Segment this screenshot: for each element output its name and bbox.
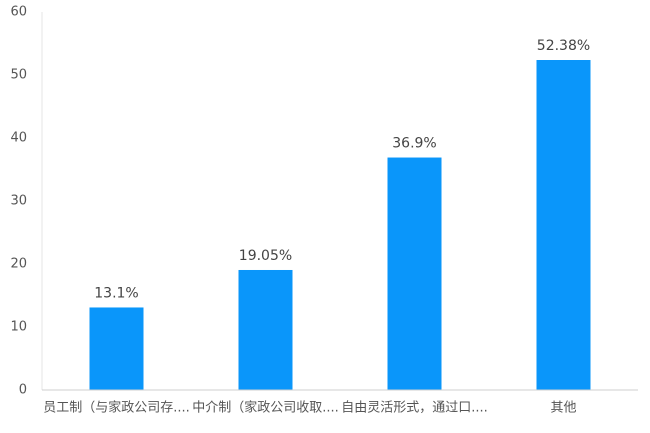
y-tick-label: 20	[10, 257, 27, 272]
bar	[238, 269, 293, 390]
value-label: 19.05%	[239, 248, 292, 264]
y-tick-label: 10	[10, 320, 27, 335]
y-tick-label: 0	[19, 383, 27, 398]
x-tick-label: 其他	[550, 401, 576, 416]
value-label: 52.38%	[537, 38, 590, 54]
value-label: 36.9%	[392, 136, 436, 152]
x-tick-label: 自由灵活形式，通过口....	[341, 401, 488, 416]
x-tick-label: 中介制（家政公司收取....	[192, 400, 339, 416]
bar	[387, 157, 442, 390]
bar	[89, 307, 144, 390]
y-tick-label: 40	[10, 131, 27, 146]
bar	[536, 60, 591, 390]
y-tick-label: 60	[10, 5, 27, 20]
y-tick-label: 30	[10, 194, 27, 209]
x-tick-label: 员工制（与家政公司存....	[43, 400, 190, 416]
value-label: 13.1%	[94, 285, 138, 301]
y-tick-label: 50	[10, 68, 27, 83]
